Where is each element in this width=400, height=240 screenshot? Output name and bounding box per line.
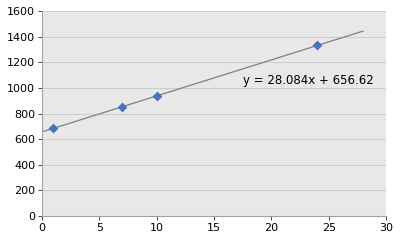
Text: y = 28.084x + 656.62: y = 28.084x + 656.62 — [243, 74, 374, 87]
Point — [119, 105, 126, 109]
Point — [314, 43, 320, 47]
Point — [50, 126, 57, 130]
Point — [154, 94, 160, 98]
